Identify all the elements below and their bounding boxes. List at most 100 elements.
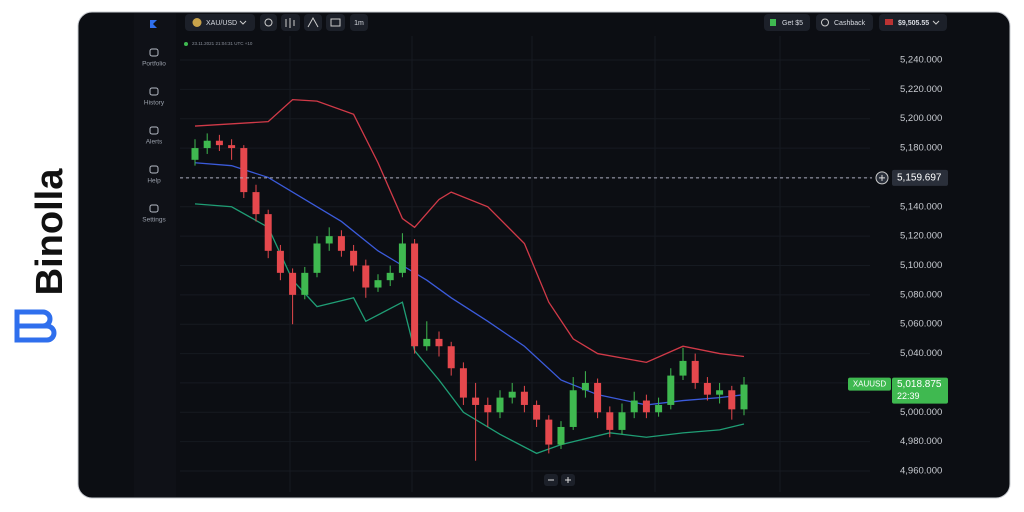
candle-body [447,346,455,369]
timestamp: 23.11.2021 21:04:31 UTC +10 [192,41,253,46]
sidebar-icon [149,48,159,57]
zoom-in-icon [565,477,571,483]
sidebar-icon [149,126,159,135]
candle-body [289,272,297,295]
candle-body [508,391,516,398]
candle-body [679,360,687,376]
candle-body [703,382,711,395]
candle-body [459,368,467,398]
candle-body [557,426,565,445]
y-tick-label: 4,960.000 [900,466,942,477]
candle-body [276,250,284,273]
candle-body [594,382,602,413]
cashback-button[interactable] [816,14,873,31]
candle-body [667,375,675,405]
candle-body [313,243,321,273]
candle-body [203,140,211,149]
candle-body [496,397,504,413]
symbol: XAU/USD [206,20,237,27]
candle-body [642,400,650,413]
info-icon [264,18,273,27]
candle-body [240,148,248,193]
candle-body [740,384,748,410]
candle-body [716,390,724,395]
sidebar-label: Settings [142,217,166,224]
sidebar-icon [149,165,159,174]
candle-body [398,243,406,273]
y-tick-label: 5,080.000 [900,289,942,300]
y-tick-label: 5,180.000 [900,143,942,154]
plus-icon [879,174,885,181]
y-tick-label: 5,060.000 [900,319,942,330]
flag-icon [885,19,893,25]
candle-body [252,192,260,215]
y-tick-label: 5,240.000 [900,55,942,66]
candle-body [618,412,626,430]
candle-body [374,280,382,288]
candle-body [362,265,370,288]
interval: 1m [354,20,364,27]
price-tag-timer: 22:39 [897,391,920,401]
candle-body [435,338,443,347]
candle-body [472,397,480,405]
candle-body [411,243,419,347]
candle-body [350,250,358,266]
cashback-icon [821,18,829,27]
sidebar [134,13,176,497]
candle-body [630,400,638,413]
info-button[interactable] [260,14,277,31]
crosshair-label: 5,159.697 [897,173,942,184]
balance-button[interactable] [879,14,947,31]
balance: $9,505.55 [898,20,929,27]
y-tick-label: 4,980.000 [900,436,942,447]
candle-body [520,391,528,405]
status-dot [184,42,188,46]
symbol-select[interactable] [185,14,255,31]
chart-type-icon [285,18,295,28]
candle-body [325,236,333,244]
bonus-button[interactable] [764,14,810,31]
indicator-line [194,98,745,364]
y-tick-label: 5,100.000 [900,260,942,271]
candle-body [728,390,736,410]
indicators-button[interactable] [326,14,345,31]
candle-body [386,272,394,281]
app-logo [150,20,157,28]
candle-body [337,236,345,251]
candle-body [228,145,236,149]
candle-body [569,390,577,427]
dropdown-arrow [239,20,247,25]
brand-logo [14,309,57,343]
sidebar-label: History [144,100,165,107]
y-tick-label: 5,000.000 [900,407,942,418]
candle-body [606,412,614,430]
candle-body [545,419,553,445]
symbol-icon [192,18,202,27]
y-tick-label: 5,120.000 [900,231,942,242]
candle-body [484,404,492,413]
interval-button[interactable] [350,14,368,31]
drawing-icon [307,16,319,28]
toolbar: XAU/USD 1m Get $5 Cashback $9,505.55 [185,14,947,31]
sidebar-label: Portfolio [142,61,166,68]
indicators-icon [330,18,341,27]
candle-body [215,140,223,146]
symbol-tag [848,377,891,391]
cashback: Cashback [834,20,866,27]
candle-body [191,148,199,160]
candle-body [533,404,541,420]
sidebar-label: Alerts [146,139,163,146]
y-tick-label: 5,200.000 [900,113,942,124]
symbol-tag-label: XAUUSD [853,380,887,389]
candle-body [581,382,589,391]
crosshair-tag [892,169,948,186]
y-tick-label: 5,140.000 [900,201,942,212]
drawing-button[interactable] [304,14,322,31]
price-tag [892,377,948,404]
app-frame [77,11,1011,499]
candle-body [691,360,699,383]
y-tick-label: 5,040.000 [900,348,942,359]
sidebar-icon [149,204,159,213]
y-tick-label: 5,220.000 [900,84,942,95]
